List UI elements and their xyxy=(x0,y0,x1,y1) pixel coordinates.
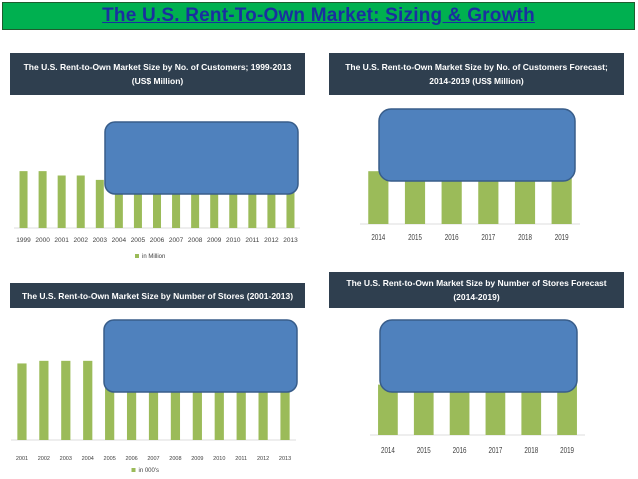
chart4-tick-label: 2015 xyxy=(417,446,431,455)
chart2-tick-label: 2019 xyxy=(555,233,569,242)
chart1-bar-2003 xyxy=(95,179,104,229)
chart3-bar-2004 xyxy=(83,360,93,440)
chart3-bar-2001 xyxy=(17,363,27,440)
chart3-bar-2012 xyxy=(258,366,268,440)
chart3-bar-2003 xyxy=(61,360,71,440)
chart1-title: The U.S. Rent-to-Own Market Size by No. … xyxy=(23,62,292,86)
chart4-overlay-box xyxy=(379,319,578,393)
chart1-plot: 1999 2000 2001 2002 2003 2004 2005 2006 2007 2008… xyxy=(14,121,300,260)
chart3-tick-label: 2004 xyxy=(82,456,94,462)
chart1-bar-2010 xyxy=(229,181,238,229)
chart2-title: The U.S. Rent-to-Own Market Size by No. … xyxy=(345,62,608,86)
chart1-tick-label: 2006 xyxy=(150,237,165,244)
chart3-tick-label: 2007 xyxy=(147,456,159,462)
chart3-tick-label: 2010 xyxy=(213,456,225,462)
chart1-tick-label: 2001 xyxy=(54,237,69,244)
chart4-plot: 2014 2015 2016 2017 2018 2019 xyxy=(370,319,585,455)
chart2-tick-label: 2015 xyxy=(408,233,422,242)
chart3-bar-2005 xyxy=(105,365,115,440)
chart3-bar-2002 xyxy=(39,360,49,440)
chart4-title: The U.S. Rent-to-Own Market Size by Numb… xyxy=(346,278,607,302)
chart3-tick-label: 2012 xyxy=(257,456,269,462)
chart3-bar-2008 xyxy=(170,366,181,440)
chart1-tick-label: 2012 xyxy=(264,237,279,244)
chart1-tick-label: 2008 xyxy=(188,237,203,244)
chart3-bar-2007 xyxy=(148,366,159,440)
chart2-header: The U.S. Rent-to-Own Market Size by No. … xyxy=(329,53,624,95)
chart1-tick-label: 2011 xyxy=(245,237,259,244)
chart3-plot: 2001 2002 2003 2004 2005 2006 2007 2008 2009 2010… xyxy=(11,319,298,474)
chart3-tick-label: 2001 xyxy=(16,456,28,462)
chart1-tick-label: 2004 xyxy=(112,237,127,244)
chart1-tick-label: 1999 xyxy=(16,237,31,244)
chart1-bar-2009 xyxy=(210,182,219,228)
chart3-tick-label: 2006 xyxy=(125,456,137,462)
chart2-tick-label: 2018 xyxy=(518,233,532,242)
chart4-header: The U.S. Rent-to-Own Market Size by Numb… xyxy=(329,272,624,308)
chart3-header: The U.S. Rent-to-Own Market Size by Numb… xyxy=(10,283,305,308)
chart4-tick-label: 2014 xyxy=(381,446,395,455)
chart1-tick-label: 2003 xyxy=(93,237,108,244)
chart3-tick-label: 2003 xyxy=(60,456,72,462)
chart1-tick-label: 2010 xyxy=(226,237,241,244)
chart4-tick-label: 2018 xyxy=(524,446,538,455)
chart1-bar-2007 xyxy=(172,184,181,228)
chart2-tick-label: 2014 xyxy=(371,233,385,242)
chart2-plot: 2014 2015 2016 2017 2018 2019 xyxy=(360,108,580,242)
chart3-tick-label: 2011 xyxy=(235,456,247,462)
chart2-bar-2014 xyxy=(368,171,389,224)
chart1-tick-label: 2007 xyxy=(169,237,184,244)
chart2-tick-label: 2016 xyxy=(445,233,459,242)
chart1-bar-2006 xyxy=(153,184,162,228)
chart1-bar-2013 xyxy=(286,179,295,228)
chart3-tick-label: 2008 xyxy=(169,456,181,462)
chart1-bar-2011 xyxy=(248,180,257,228)
chart1-tick-label: 2009 xyxy=(207,237,222,244)
chart3-legend-swatch xyxy=(131,468,136,472)
chart1-tick-label: 2013 xyxy=(283,237,298,244)
chart1-header: The U.S. Rent-to-Own Market Size by No. … xyxy=(10,53,305,95)
page-title-bar: The U.S. Rent-To-Own Market: Sizing & Gr… xyxy=(2,2,635,30)
chart1-bar-2002 xyxy=(76,175,85,228)
chart1-legend-label: in Million xyxy=(142,254,165,260)
chart1-overlay-box xyxy=(104,121,299,195)
chart1-bar-2001 xyxy=(57,175,66,228)
chart2-overlay-box xyxy=(378,108,576,182)
chart4-tick-label: 2019 xyxy=(560,446,574,455)
chart1-bar-2012 xyxy=(267,179,276,229)
chart3-tick-label: 2009 xyxy=(191,456,203,462)
chart1-bar-2008 xyxy=(191,183,200,229)
chart3-tick-label: 2013 xyxy=(279,456,291,462)
chart3-bar-2009 xyxy=(192,366,202,440)
chart1-tick-label: 2002 xyxy=(73,237,88,244)
chart1-tick-label: 2005 xyxy=(131,237,146,244)
chart3-bar-2010 xyxy=(214,366,224,440)
chart1-bar-2004 xyxy=(114,182,123,228)
chart3-legend-label: in 000's xyxy=(139,468,160,474)
chart3-overlay-box xyxy=(103,319,298,393)
chart3-tick-label: 2002 xyxy=(38,456,50,462)
chart4-bar-2014 xyxy=(378,384,398,435)
chart4-tick-label: 2017 xyxy=(488,446,502,455)
chart1-legend-swatch xyxy=(135,254,139,258)
chart1-tick-label: 2000 xyxy=(35,237,50,244)
chart2-tick-label: 2017 xyxy=(481,233,495,242)
chart3-tick-label: 2005 xyxy=(104,456,116,462)
chart3-title: The U.S. Rent-to-Own Market Size by Numb… xyxy=(21,290,294,301)
chart1-bar-2005 xyxy=(133,184,142,228)
chart3-bar-2011 xyxy=(236,366,246,440)
chart1-bar-2000 xyxy=(38,171,47,229)
chart4-tick-label: 2016 xyxy=(453,446,467,455)
page-title: The U.S. Rent-To-Own Market: Sizing & Gr… xyxy=(102,5,535,26)
chart1-bar-1999 xyxy=(19,171,28,229)
chart3-bar-2013 xyxy=(280,366,290,440)
chart3-bar-2006 xyxy=(126,366,137,440)
